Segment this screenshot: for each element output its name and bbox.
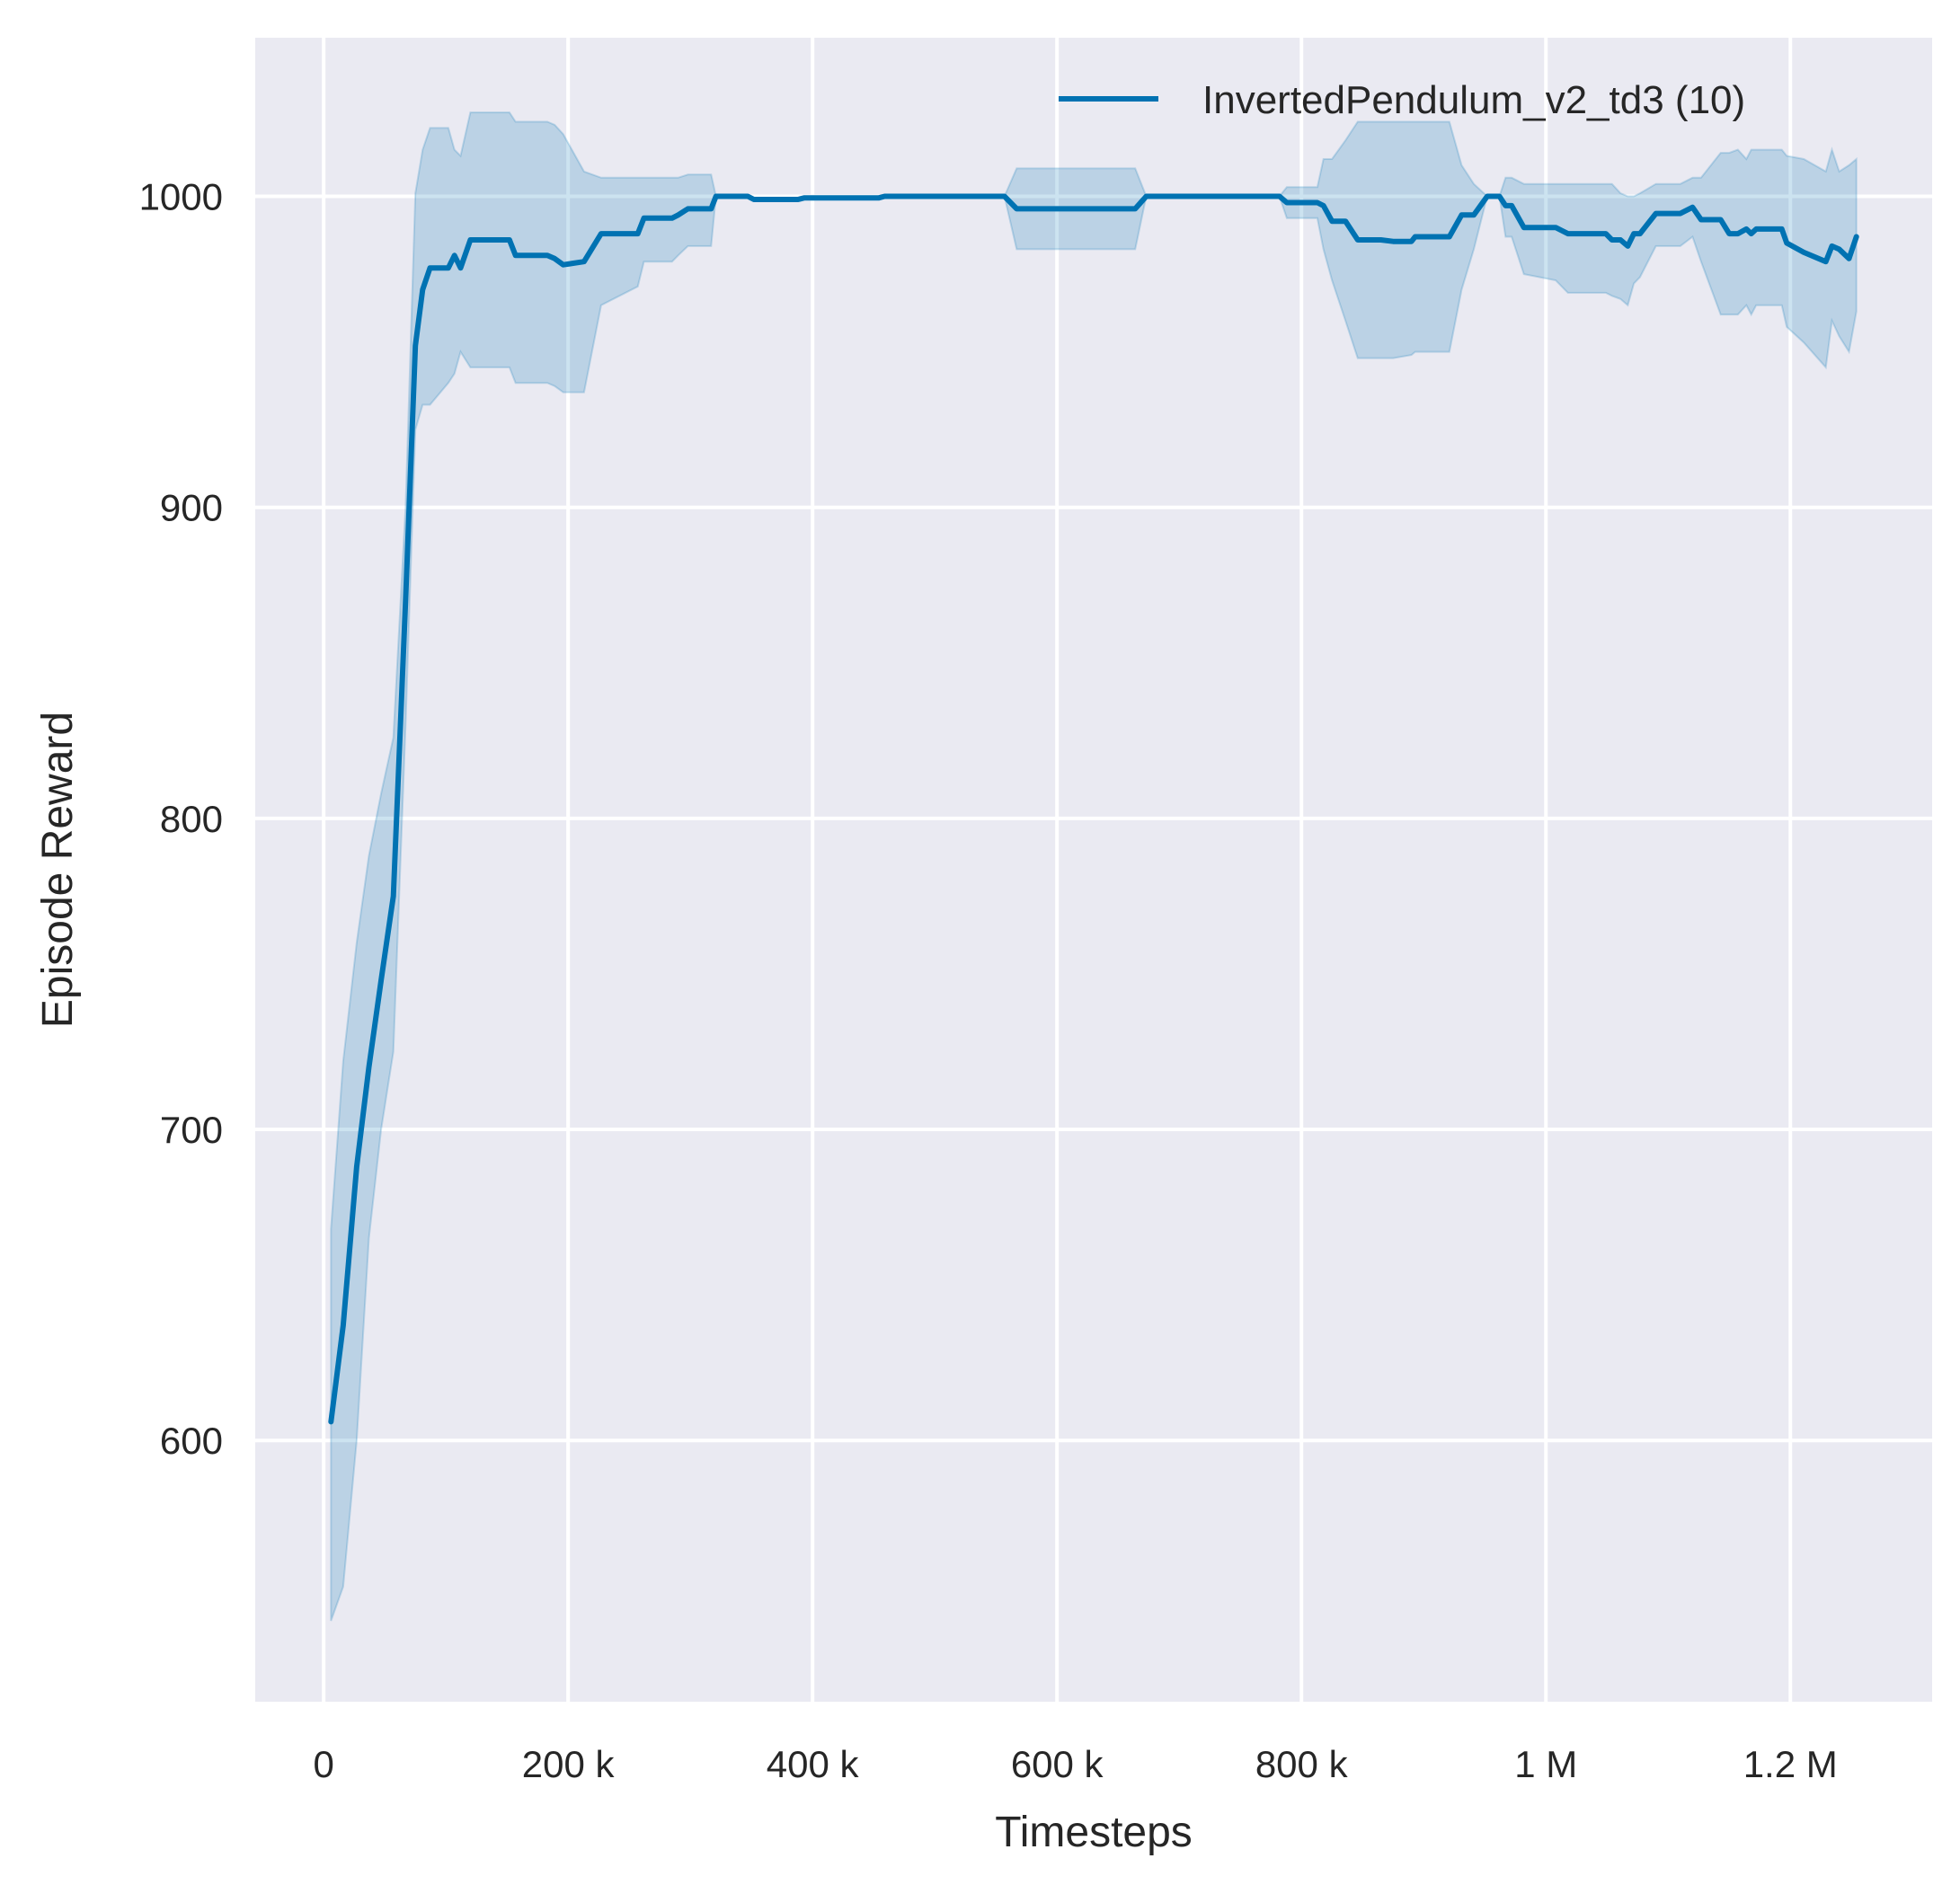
x-tick-label: 800 k [1255, 1743, 1349, 1785]
y-tick-label: 800 [160, 798, 223, 840]
legend-label: InvertedPendulum_v2_td3 (10) [1202, 78, 1745, 122]
y-tick-labels: 600 700 800 900 1000 [139, 176, 223, 1463]
y-axis-label: Episode Reward [34, 712, 82, 1028]
series-lines [328, 193, 1859, 1425]
x-tick-label: 400 k [767, 1743, 860, 1785]
y-tick-label: 900 [160, 487, 223, 529]
x-tick-label: 200 k [522, 1743, 616, 1785]
x-tick-label: 1.2 M [1743, 1743, 1838, 1785]
x-tick-label: 0 [313, 1743, 333, 1785]
legend: InvertedPendulum_v2_td3 (10) [1059, 78, 1745, 122]
x-tick-label: 600 k [1011, 1743, 1104, 1785]
x-axis-label: Timesteps [995, 1809, 1193, 1856]
grid [255, 38, 1932, 1702]
y-tick-label: 600 [160, 1420, 223, 1462]
x-tick-label: 1 M [1514, 1743, 1577, 1785]
y-tick-label: 700 [160, 1109, 223, 1151]
y-tick-label: 1000 [139, 176, 223, 218]
plot-area [255, 38, 1932, 1702]
series-mean-line [328, 193, 1859, 1425]
x-tick-labels: 0 200 k 400 k 600 k 800 k 1 M 1.2 M [313, 1743, 1837, 1785]
